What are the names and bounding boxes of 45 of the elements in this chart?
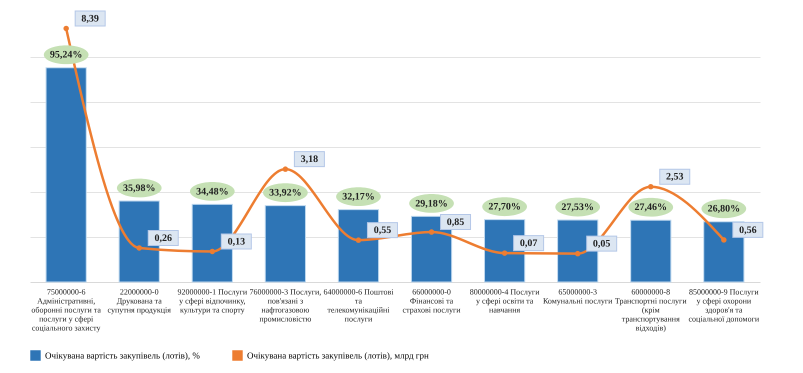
data-label: 26,80% (708, 204, 740, 215)
data-label: 0,07 (520, 238, 538, 250)
bar (46, 67, 87, 282)
x-tick-label: 65000000-3 Комунальні послуги (542, 288, 614, 306)
x-tick-label: 92000000-1 Послуги у сфері відпочинку, культури та спорту (177, 288, 248, 314)
point (648, 184, 654, 190)
x-tick-label: 22000000-0 Друкована та супутня продукція (108, 288, 172, 314)
x-tick-label: 76000000-3 Послуги, пов'язані з нафтогазовою промисловістю (250, 288, 322, 324)
x-tick-label: 85000000-9 Послуги у сфері охорони здоров'я та соціальної допомоги (688, 288, 760, 324)
x-tick-label: 80000000-4 Послуги у сфері освіти та навчання (470, 288, 540, 314)
point (136, 245, 142, 251)
x-tick-label: 66000000-0 Фінансові та страхові послуги (402, 288, 462, 314)
data-label: 32,17% (342, 192, 375, 203)
data-label: 0,05 (592, 238, 610, 250)
data-label: 0,55 (374, 225, 392, 236)
data-label: 8,39 (81, 13, 99, 24)
data-label: 29,18% (415, 198, 448, 210)
data-label: 2,53 (666, 172, 684, 183)
bar (630, 220, 672, 282)
legend-label: Очікувана вартість закупівель (лотів), % (45, 350, 200, 361)
x-tick-label: 64000000-6 Поштові та телекомунікаційні послуги (323, 288, 394, 324)
x-tick-label: 60000000-8 Транспортні послуги (крім транспортування відходів) (614, 288, 688, 332)
point (356, 237, 362, 243)
data-label: 33,92% (269, 188, 302, 199)
data-label: 95,24% (50, 50, 82, 61)
point (210, 248, 216, 254)
point (721, 237, 727, 243)
data-label: 27,46% (634, 202, 668, 214)
data-label: 3,18 (300, 154, 318, 166)
bar (264, 205, 306, 282)
data-label: 0,26 (154, 232, 172, 244)
data-label: 27,53% (561, 202, 594, 214)
point (63, 26, 69, 32)
x-tick-label: 75000000-6 Адміністративні, оборонні послуги та послуги у сфері соціального захисту (31, 288, 102, 332)
data-label: 0,85 (446, 217, 464, 228)
point (502, 250, 508, 256)
data-label: 0,13 (228, 236, 246, 248)
point (282, 166, 288, 172)
point (428, 229, 434, 235)
data-label: 34,48% (196, 186, 229, 198)
data-label: 35,98% (122, 183, 156, 194)
data-label: 27,70% (488, 202, 521, 213)
point (574, 250, 580, 256)
data-label: 0,56 (739, 224, 757, 236)
legend-label: Очікувана вартість закупівель (лотів), млрд грн (247, 350, 429, 361)
